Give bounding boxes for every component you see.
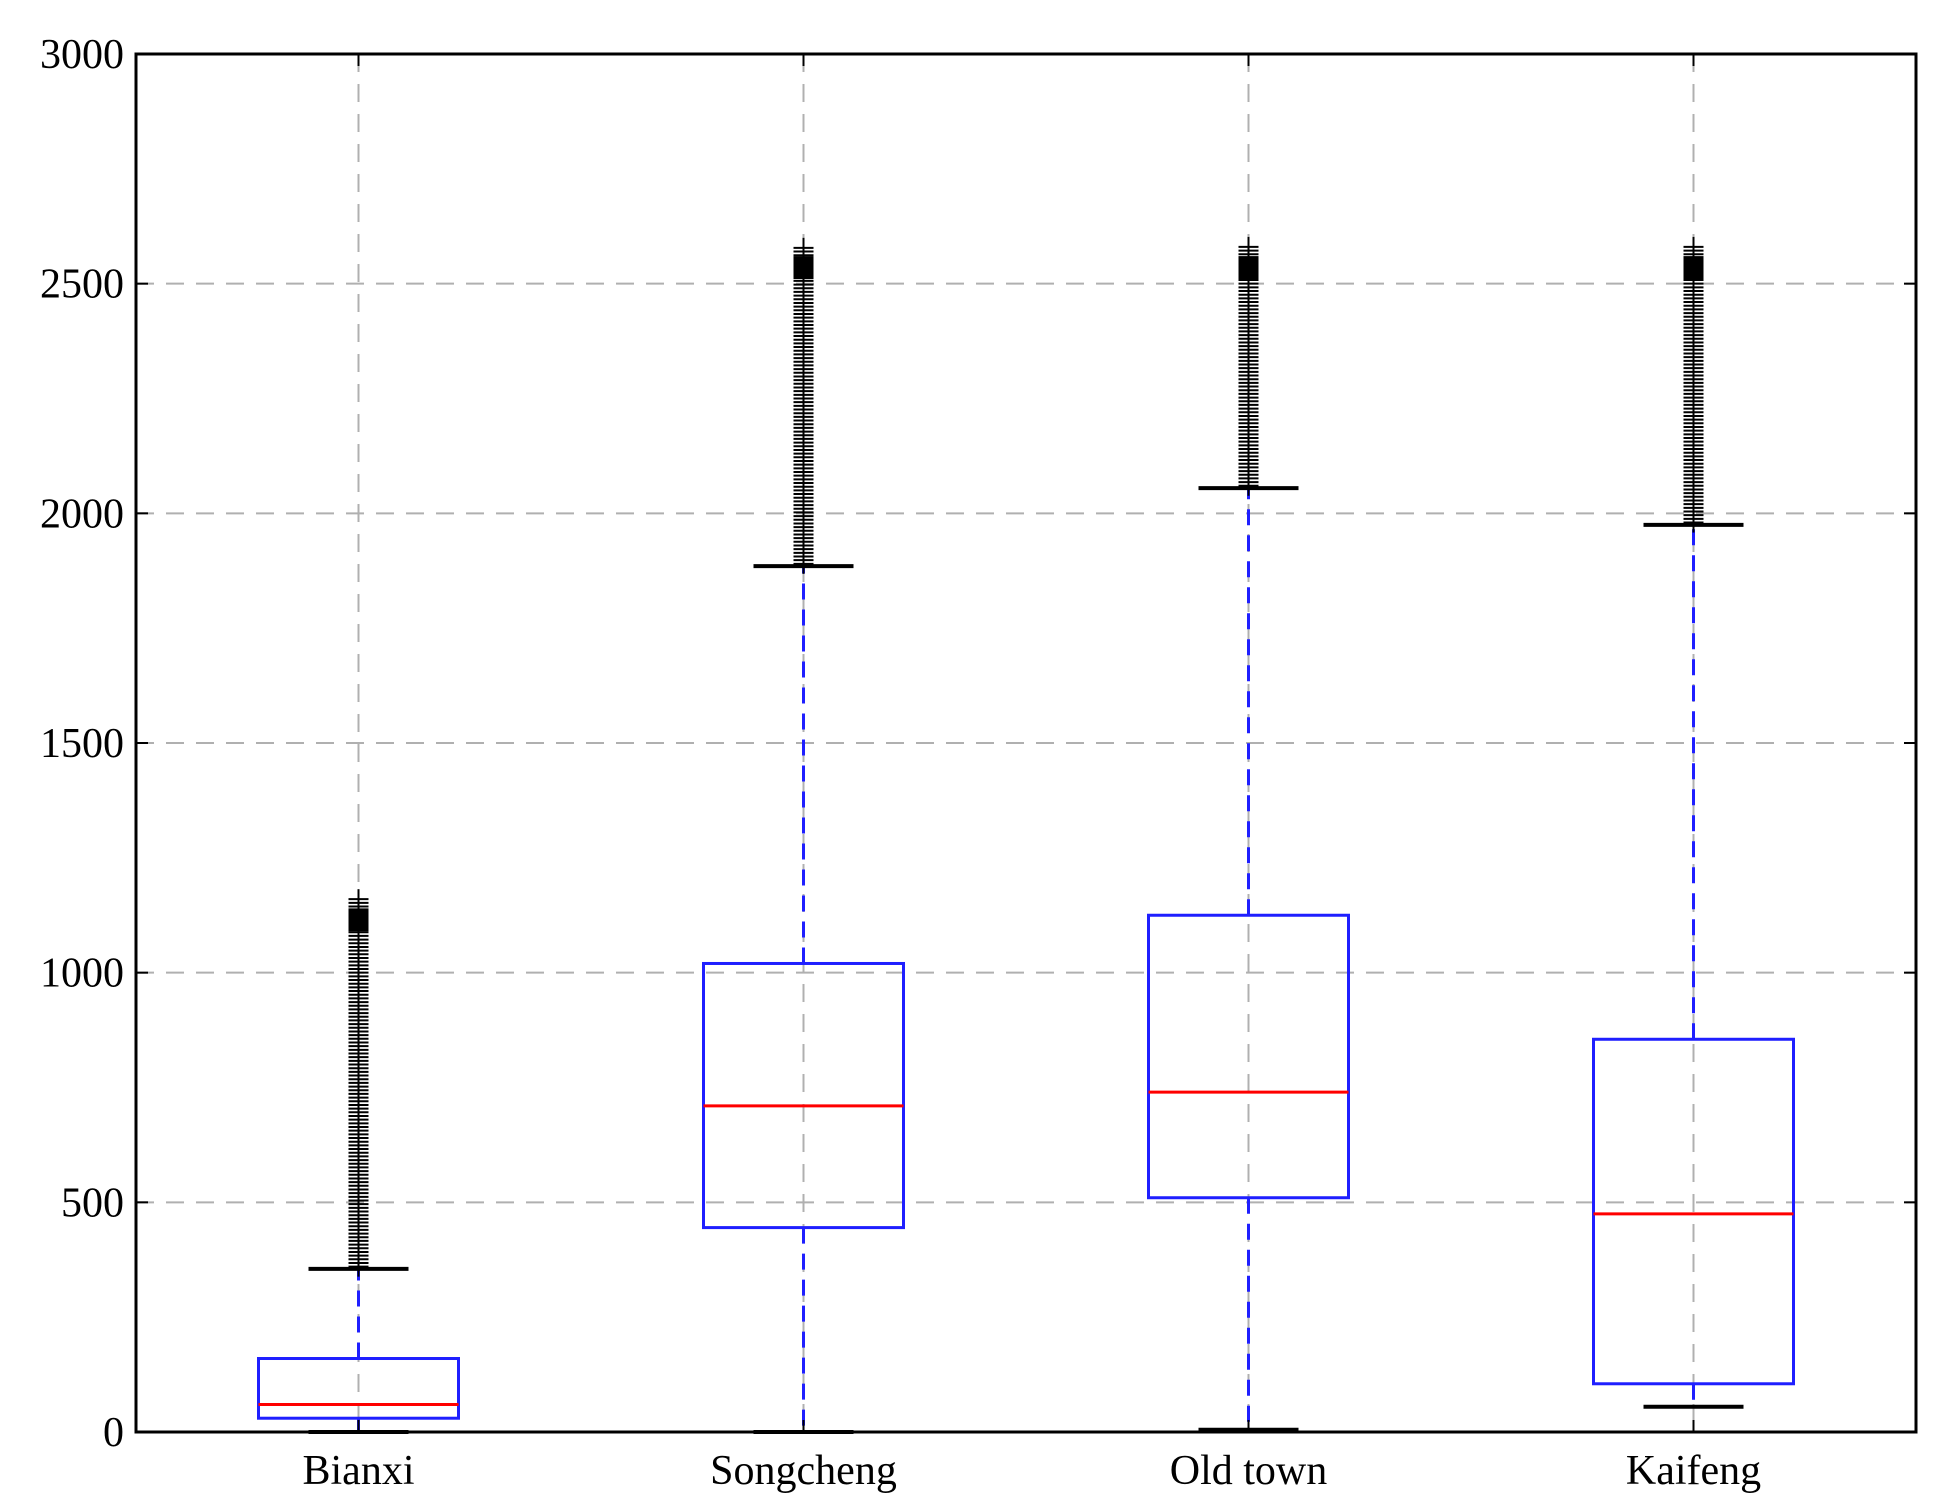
box-old-town bbox=[1147, 236, 1350, 1432]
y-tick-label: 1000 bbox=[40, 951, 124, 997]
x-category-label: Kaifeng bbox=[1626, 1448, 1761, 1494]
tick-layer: 0 500 1000 1500 2000 2500 3000 Bianxi Songcheng O… bbox=[40, 32, 1916, 1494]
outlier-cluster bbox=[348, 908, 369, 932]
outliers bbox=[1238, 236, 1259, 496]
box-iqr bbox=[1147, 913, 1350, 1200]
outlier-cluster bbox=[1238, 256, 1259, 280]
box-kaifeng bbox=[1592, 236, 1795, 1409]
y-tick-label: 1500 bbox=[40, 721, 124, 767]
outliers bbox=[348, 889, 369, 1277]
outliers bbox=[793, 237, 814, 574]
x-category-label: Bianxi bbox=[303, 1448, 415, 1494]
outliers bbox=[1683, 236, 1704, 533]
outlier-cluster bbox=[1683, 256, 1704, 280]
grid-layer bbox=[136, 54, 1916, 1432]
box-iqr bbox=[702, 961, 905, 1230]
y-tick-label: 2000 bbox=[40, 491, 124, 537]
x-category-label: Old town bbox=[1170, 1448, 1328, 1494]
box-layer bbox=[257, 236, 1795, 1434]
outlier-cluster bbox=[793, 256, 814, 280]
y-tick-label: 500 bbox=[61, 1180, 124, 1226]
y-tick-label: 3000 bbox=[40, 32, 124, 78]
y-tick-label: 0 bbox=[103, 1410, 124, 1456]
box-bianxi bbox=[257, 889, 460, 1434]
x-category-label: Songcheng bbox=[710, 1448, 897, 1494]
box-iqr bbox=[257, 1357, 460, 1420]
box-iqr bbox=[1592, 1037, 1795, 1386]
y-tick-label: 2500 bbox=[40, 262, 124, 308]
